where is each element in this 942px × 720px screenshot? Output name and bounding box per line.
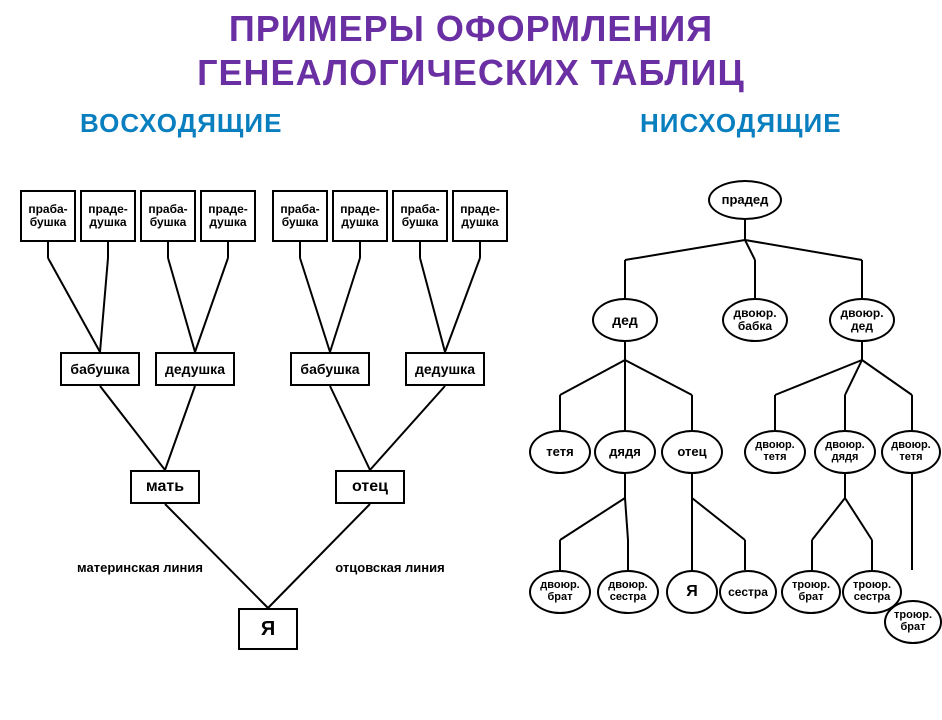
node-p1: мать — [130, 470, 200, 504]
node-gg7: праба-бушка — [392, 190, 448, 242]
node-r3g: троюр.брат — [884, 600, 942, 644]
node-g3: бабушка — [290, 352, 370, 386]
main-title-line1: ПРИМЕРЫ ОФОРМЛЕНИЯ — [0, 8, 942, 50]
node-g4: дедушка — [405, 352, 485, 386]
subtitle-right: НИСХОДЯЩИЕ — [640, 108, 842, 139]
node-r2b: дядя — [594, 430, 656, 474]
node-gg5: праба-бушка — [272, 190, 328, 242]
node-gg1: праба-бушка — [20, 190, 76, 242]
subtitle-left: ВОСХОДЯЩИЕ — [80, 108, 282, 139]
main-title-line2: ГЕНЕАЛОГИЧЕСКИХ ТАБЛИЦ — [0, 52, 942, 94]
page: ПРИМЕРЫ ОФОРМЛЕНИЯ ГЕНЕАЛОГИЧЕСКИХ ТАБЛИ… — [0, 0, 942, 720]
node-gg2: праде-душка — [80, 190, 136, 242]
node-r1a: дед — [592, 298, 658, 342]
node-r1c: двоюр.дед — [829, 298, 895, 342]
node-me: Я — [238, 608, 298, 650]
node-r1b: двоюр.бабка — [722, 298, 788, 342]
node-r2f: двоюр.тетя — [881, 430, 941, 474]
node-gg4: праде-душка — [200, 190, 256, 242]
node-r3c: Я — [666, 570, 718, 614]
node-g1: бабушка — [60, 352, 140, 386]
node-gg3: праба-бушка — [140, 190, 196, 242]
node-r3e: троюр.брат — [781, 570, 841, 614]
node-p2: отец — [335, 470, 405, 504]
node-r3a: двоюр.брат — [529, 570, 591, 614]
node-gg6: праде-душка — [332, 190, 388, 242]
node-r2e: двоюр.дядя — [814, 430, 876, 474]
label-maternal: материнская линия — [60, 560, 220, 575]
node-r2a: тетя — [529, 430, 591, 474]
node-r3b: двоюр.сестра — [597, 570, 659, 614]
node-r2d: двоюр.тетя — [744, 430, 806, 474]
node-r3d: сестра — [719, 570, 777, 614]
label-paternal: отцовская линия — [310, 560, 470, 575]
node-gg8: праде-душка — [452, 190, 508, 242]
node-r2c: отец — [661, 430, 723, 474]
node-g2: дедушка — [155, 352, 235, 386]
node-r0: прадед — [708, 180, 782, 220]
